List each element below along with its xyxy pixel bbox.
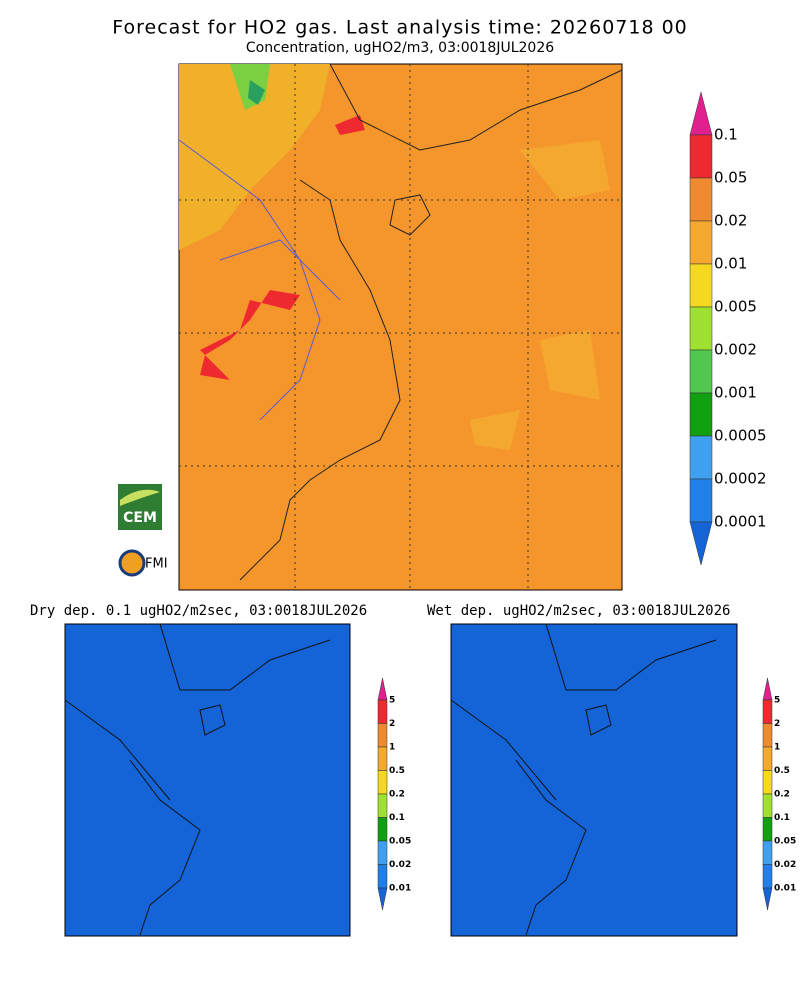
panel-title: Wet dep. ugHO2/m2sec, 03:0018JUL2026 (427, 603, 730, 619)
cb-triangle (762, 887, 773, 911)
cb-segment (762, 746, 773, 771)
cb-label: 1 (774, 743, 780, 753)
cb-triangle (377, 887, 388, 911)
cb-segment (377, 723, 388, 748)
cb-label: 0.05 (774, 837, 796, 847)
hotspot (200, 290, 300, 380)
graticule (179, 64, 622, 590)
cb-label: 2 (389, 719, 395, 729)
cb-label: 0.1 (714, 126, 738, 144)
cb-label: 2 (774, 719, 780, 729)
cb-label: 0.5 (774, 766, 790, 776)
subtitle: Concentration, ugHO2/m3, 03:0018JUL2026 (246, 40, 554, 56)
colorbar: 5 2 1 0.5 0.2 0.1 0.05 0.02 0.01 (377, 677, 411, 911)
cb-segment (762, 864, 773, 889)
cb-label: 0.0002 (714, 470, 767, 488)
cb-segment (377, 770, 388, 795)
cb-label: 0.1 (774, 813, 790, 823)
cb-label: 0.2 (389, 790, 405, 800)
cb-segment (689, 435, 713, 480)
cem-swoosh (120, 489, 160, 506)
cb-segment (762, 840, 773, 865)
cb-segment (377, 793, 388, 818)
cb-triangle (689, 521, 713, 566)
cb-segment (689, 392, 713, 437)
cb-segment (762, 699, 773, 724)
cb-label: 0.02 (774, 860, 796, 870)
cb-segment (689, 306, 713, 351)
cb-segment (377, 699, 388, 724)
fmi-mark (118, 549, 146, 577)
cb-label: 0.5 (389, 766, 405, 776)
cem-text: CEM (123, 510, 157, 526)
cb-label: 1 (389, 743, 395, 753)
cb-label: 0.02 (389, 860, 411, 870)
cb-segment (689, 478, 713, 523)
cb-label: 0.0005 (714, 427, 767, 445)
river (178, 139, 341, 421)
cb-triangle (689, 91, 713, 136)
cb-segment (377, 817, 388, 842)
cb-label: 5 (389, 696, 395, 706)
patch (470, 140, 610, 450)
island (585, 704, 612, 736)
cb-label: 0.02 (714, 212, 747, 230)
cb-label: 0.01 (714, 255, 747, 273)
island (199, 704, 226, 736)
cb-label: 0.002 (714, 341, 757, 359)
map-frame (450, 623, 738, 937)
cb-label: 5 (774, 696, 780, 706)
cb-segment (762, 817, 773, 842)
coastline (450, 623, 717, 936)
cb-segment (689, 263, 713, 308)
cb-segment (377, 746, 388, 771)
cb-label: 0.005 (714, 298, 757, 316)
fmi-logo: FMI (118, 549, 168, 577)
title: Forecast for HO2 gas. Last analysis time… (112, 17, 688, 39)
cb-label: 0.01 (774, 884, 796, 894)
coastline (239, 63, 623, 581)
land-patch (248, 80, 265, 105)
main-map (178, 63, 623, 591)
cb-segment (689, 349, 713, 394)
fmi-text: FMI (145, 557, 168, 572)
island (389, 194, 431, 236)
cb-label: 0.05 (714, 169, 747, 187)
colorbar: 5 2 1 0.5 0.2 0.1 0.05 0.02 0.01 (762, 677, 796, 911)
cb-label: 0.0001 (714, 513, 767, 531)
cb-segment (689, 134, 713, 179)
cb-label: 0.01 (389, 884, 411, 894)
cb-segment (377, 864, 388, 889)
panel-title: Dry dep. 0.1 ugHO2/m2sec, 03:0018JUL2026 (30, 603, 367, 619)
cb-segment (762, 793, 773, 818)
cb-triangle (762, 677, 773, 701)
cb-segment (689, 177, 713, 222)
cb-segment (762, 723, 773, 748)
cb-triangle (377, 677, 388, 701)
cb-label: 0.05 (389, 837, 411, 847)
colorbar: 0.1 0.05 0.02 0.01 0.005 0.002 0.001 0.0005 0.00… (689, 91, 767, 566)
cb-label: 0.001 (714, 384, 757, 402)
cem-logo: CEM (118, 484, 162, 530)
cb-label: 0.2 (774, 790, 790, 800)
coastline (64, 623, 331, 936)
wet-map (450, 623, 738, 937)
land-patch (179, 64, 330, 250)
dry-map (64, 623, 351, 937)
cb-label: 0.1 (389, 813, 405, 823)
hotspot (335, 115, 365, 135)
cb-segment (377, 840, 388, 865)
cb-segment (689, 220, 713, 265)
cb-segment (762, 770, 773, 795)
map-frame (64, 623, 351, 937)
